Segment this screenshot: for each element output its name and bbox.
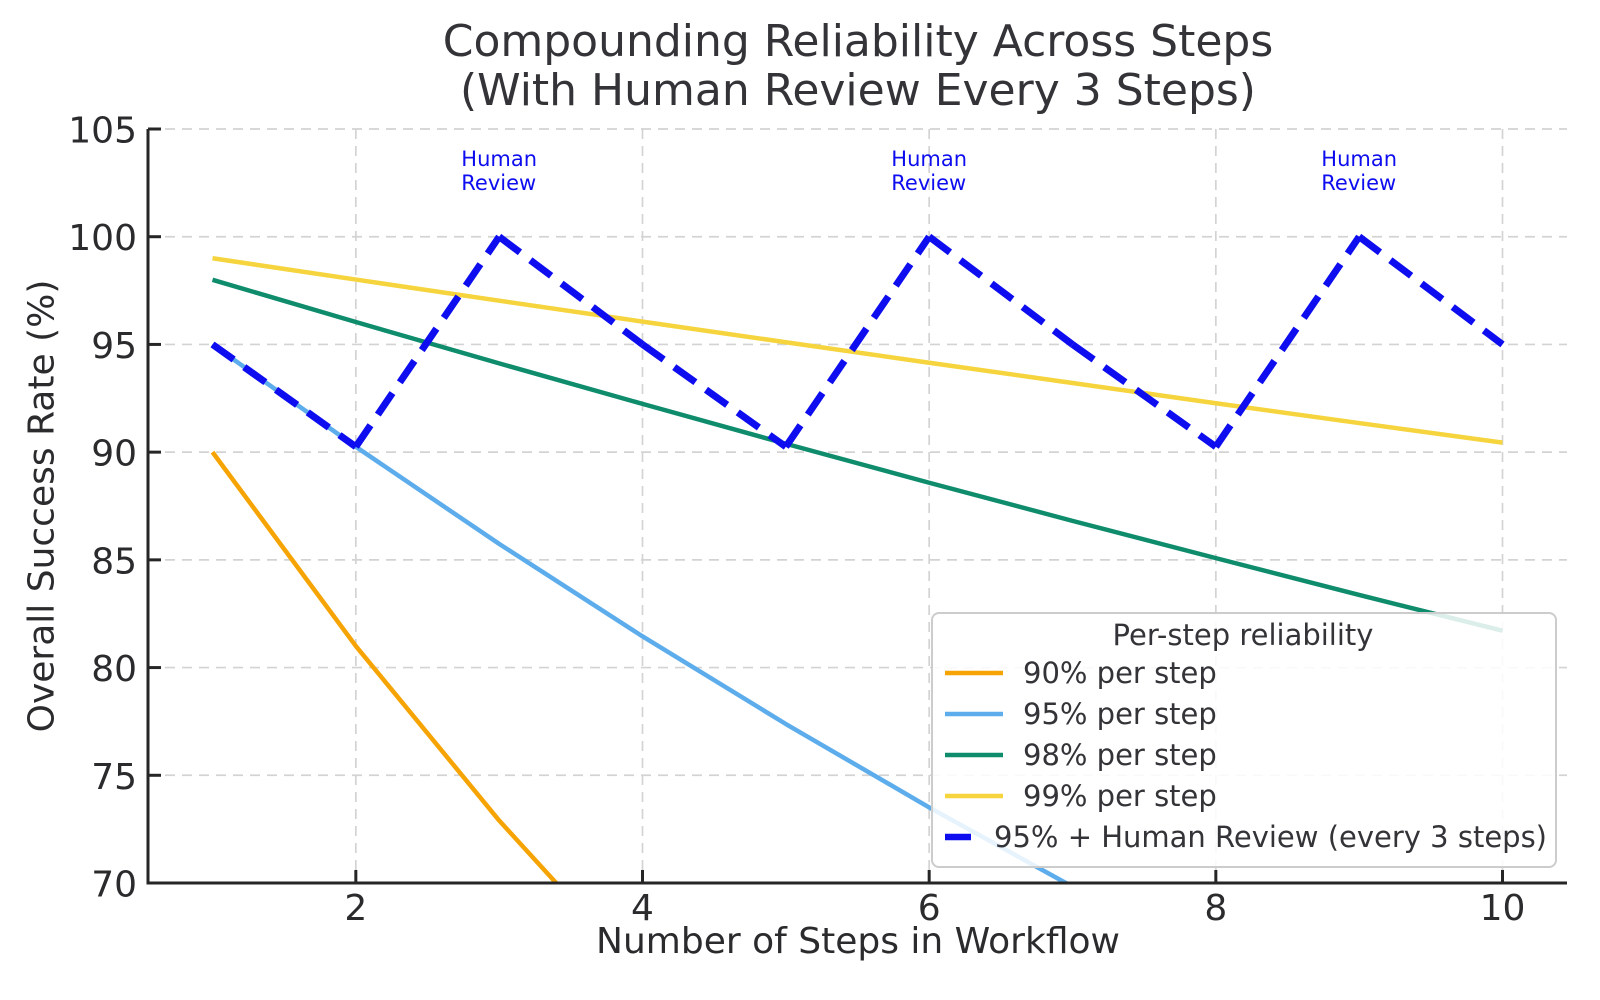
series-segment-95-human-review-every-3-steps bbox=[1357, 233, 1505, 348]
y-tick-label: 90 bbox=[91, 434, 137, 475]
series-line-99-per-step bbox=[212, 256, 1503, 445]
legend-rows: 90% per step 95% per step 98% per step 99% … bbox=[939, 652, 1547, 857]
human-review-annotation: Human Review bbox=[461, 147, 537, 195]
y-tick-label: 75 bbox=[91, 757, 137, 798]
x-tick-label: 4 bbox=[631, 888, 654, 929]
legend-entry-label: 99% per step bbox=[1023, 778, 1217, 813]
legend-entry-label: 95% + Human Review (every 3 steps) bbox=[994, 819, 1547, 854]
annotation-line1: Human bbox=[891, 147, 968, 171]
x-tick-label: 2 bbox=[344, 888, 367, 929]
legend-entry-label: 98% per step bbox=[1023, 737, 1217, 772]
legend-title: Per-step reliability bbox=[1112, 618, 1374, 652]
y-axis-label: Overall Success Rate (%) bbox=[21, 279, 63, 733]
chart-title-line1: Compounding Reliability Across Steps bbox=[442, 16, 1274, 67]
series-segment-95-human-review-every-3-steps bbox=[782, 234, 933, 449]
annotation-line2: Review bbox=[461, 171, 537, 195]
annotation-line2: Review bbox=[1321, 171, 1397, 195]
series-line-98-per-step bbox=[211, 277, 1504, 633]
human-review-annotation: Human Review bbox=[1321, 147, 1397, 195]
series-segment-95-human-review-every-3-steps bbox=[1212, 234, 1363, 449]
legend-entry: 95% + Human Review (every 3 steps) bbox=[939, 816, 1547, 857]
y-tick-label: 80 bbox=[91, 649, 137, 690]
legend-entry-label: 95% per step bbox=[1023, 696, 1217, 731]
chart-title: Compounding Reliability Across Steps (Wi… bbox=[148, 17, 1568, 115]
series-segment-95-human-review-every-3-steps bbox=[210, 341, 358, 450]
y-tick-label: 95 bbox=[91, 326, 137, 367]
series-line-95-per-step bbox=[211, 342, 1071, 883]
annotation-line1: Human bbox=[1321, 147, 1398, 171]
legend-entry: 90% per step bbox=[939, 652, 1547, 693]
series-segment-95-human-review-every-3-steps bbox=[497, 233, 645, 348]
y-tick-label: 85 bbox=[91, 541, 137, 582]
legend-swatch-line bbox=[945, 670, 1003, 675]
legend-swatch-dashed-line bbox=[945, 833, 975, 840]
chart-title-line2: (With Human Review Every 3 Steps) bbox=[460, 65, 1256, 116]
legend-entry-label: 90% per step bbox=[1023, 655, 1217, 690]
series-segment-95-human-review-every-3-steps bbox=[1070, 341, 1218, 450]
x-tick-label: 6 bbox=[918, 888, 941, 929]
series-segment-95-human-review-every-3-steps bbox=[640, 341, 788, 450]
series-segment-95-human-review-every-3-steps bbox=[927, 233, 1075, 348]
annotation-line2: Review bbox=[891, 171, 967, 195]
x-tick-label: 8 bbox=[1204, 888, 1227, 929]
series-line-90-per-step bbox=[210, 450, 560, 883]
x-axis-label: Number of Steps in Workflow bbox=[596, 921, 1120, 962]
spines bbox=[146, 129, 1567, 885]
legend-entry: 98% per step bbox=[939, 734, 1547, 775]
x-tick-label: 10 bbox=[1480, 888, 1526, 929]
ticks bbox=[148, 127, 1504, 885]
annotation-line1: Human bbox=[461, 147, 538, 171]
series-layer bbox=[210, 233, 1505, 883]
legend-entry: 99% per step bbox=[939, 775, 1547, 816]
legend: Per-step reliability 90% per step 95% per… bbox=[931, 612, 1557, 868]
legend-entry: 95% per step bbox=[939, 693, 1547, 734]
series-segment-95-human-review-every-3-steps bbox=[352, 234, 503, 449]
y-tick-label: 100 bbox=[68, 218, 137, 259]
y-tick-label: 105 bbox=[68, 111, 137, 152]
legend-swatch-line bbox=[945, 793, 1003, 798]
legend-swatch-line bbox=[945, 711, 1003, 716]
y-tick-label: 70 bbox=[91, 865, 137, 906]
legend-swatch-line bbox=[945, 752, 1003, 757]
human-review-annotation: Human Review bbox=[891, 147, 967, 195]
